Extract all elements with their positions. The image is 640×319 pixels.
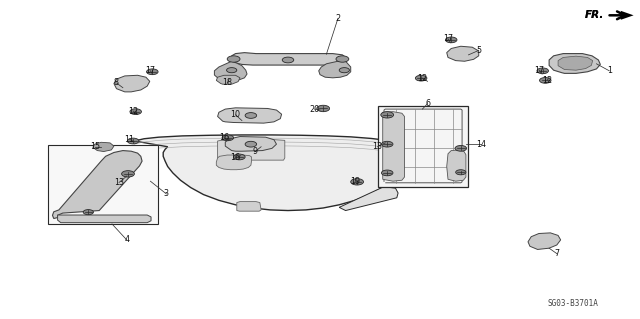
Text: 17: 17 bbox=[443, 34, 453, 43]
Circle shape bbox=[336, 56, 349, 62]
Circle shape bbox=[122, 171, 134, 177]
Circle shape bbox=[381, 112, 394, 118]
Circle shape bbox=[540, 78, 551, 83]
Bar bbox=[378, 106, 468, 187]
Text: 15: 15 bbox=[90, 142, 100, 151]
Text: 12: 12 bbox=[128, 107, 138, 115]
Text: 4: 4 bbox=[124, 235, 129, 244]
Text: 2: 2 bbox=[335, 14, 340, 23]
Polygon shape bbox=[93, 142, 114, 152]
Text: 14: 14 bbox=[476, 140, 486, 149]
Polygon shape bbox=[237, 202, 261, 211]
Circle shape bbox=[456, 170, 466, 175]
Circle shape bbox=[537, 68, 548, 74]
Circle shape bbox=[455, 145, 467, 151]
Polygon shape bbox=[134, 135, 406, 211]
Circle shape bbox=[339, 68, 349, 73]
Text: 18: 18 bbox=[222, 78, 232, 87]
Circle shape bbox=[130, 109, 141, 115]
Circle shape bbox=[227, 68, 237, 73]
Text: 11: 11 bbox=[124, 135, 134, 144]
Text: SG03-B3701A: SG03-B3701A bbox=[547, 299, 598, 308]
Circle shape bbox=[222, 135, 234, 141]
Polygon shape bbox=[339, 187, 398, 211]
Circle shape bbox=[445, 37, 457, 43]
Circle shape bbox=[245, 141, 257, 147]
Circle shape bbox=[317, 105, 330, 112]
Text: 12: 12 bbox=[542, 76, 552, 85]
Text: 16: 16 bbox=[219, 133, 229, 142]
Polygon shape bbox=[216, 75, 240, 84]
Text: 8: 8 bbox=[114, 78, 119, 87]
Circle shape bbox=[127, 138, 139, 144]
Polygon shape bbox=[214, 61, 247, 80]
Polygon shape bbox=[621, 11, 634, 20]
Text: FR.: FR. bbox=[585, 10, 604, 20]
Text: 9: 9 bbox=[252, 147, 257, 156]
Text: 20: 20 bbox=[310, 105, 320, 114]
Polygon shape bbox=[216, 155, 252, 170]
Polygon shape bbox=[232, 53, 346, 65]
Text: 13: 13 bbox=[114, 178, 124, 187]
Polygon shape bbox=[447, 150, 466, 181]
Polygon shape bbox=[447, 46, 479, 61]
Circle shape bbox=[147, 69, 158, 75]
Polygon shape bbox=[225, 137, 276, 151]
Polygon shape bbox=[528, 233, 561, 249]
Polygon shape bbox=[549, 54, 600, 73]
Polygon shape bbox=[383, 112, 404, 181]
Circle shape bbox=[227, 56, 240, 62]
Polygon shape bbox=[114, 75, 150, 92]
Text: 13: 13 bbox=[372, 142, 383, 151]
Polygon shape bbox=[218, 108, 282, 123]
Text: 6: 6 bbox=[425, 99, 430, 108]
Polygon shape bbox=[558, 56, 593, 70]
Polygon shape bbox=[58, 215, 151, 223]
Circle shape bbox=[245, 113, 257, 118]
Circle shape bbox=[234, 154, 245, 160]
Circle shape bbox=[415, 75, 427, 81]
Polygon shape bbox=[52, 151, 142, 219]
Text: 16: 16 bbox=[230, 153, 241, 162]
Text: FR.: FR. bbox=[585, 10, 604, 20]
Text: 3: 3 bbox=[164, 189, 169, 198]
Bar bbox=[48, 145, 158, 224]
Polygon shape bbox=[319, 61, 351, 78]
Text: 12: 12 bbox=[417, 74, 428, 83]
Circle shape bbox=[381, 141, 393, 147]
Text: 17: 17 bbox=[534, 66, 545, 75]
Text: 10: 10 bbox=[230, 110, 241, 119]
Text: 5: 5 bbox=[476, 46, 481, 55]
Text: 19: 19 bbox=[350, 177, 360, 186]
Circle shape bbox=[282, 57, 294, 63]
Polygon shape bbox=[218, 140, 285, 160]
Circle shape bbox=[381, 170, 393, 176]
Text: 1: 1 bbox=[607, 66, 612, 75]
Text: 17: 17 bbox=[145, 66, 156, 75]
Circle shape bbox=[351, 179, 364, 185]
Text: 7: 7 bbox=[554, 249, 559, 258]
Circle shape bbox=[83, 210, 93, 215]
